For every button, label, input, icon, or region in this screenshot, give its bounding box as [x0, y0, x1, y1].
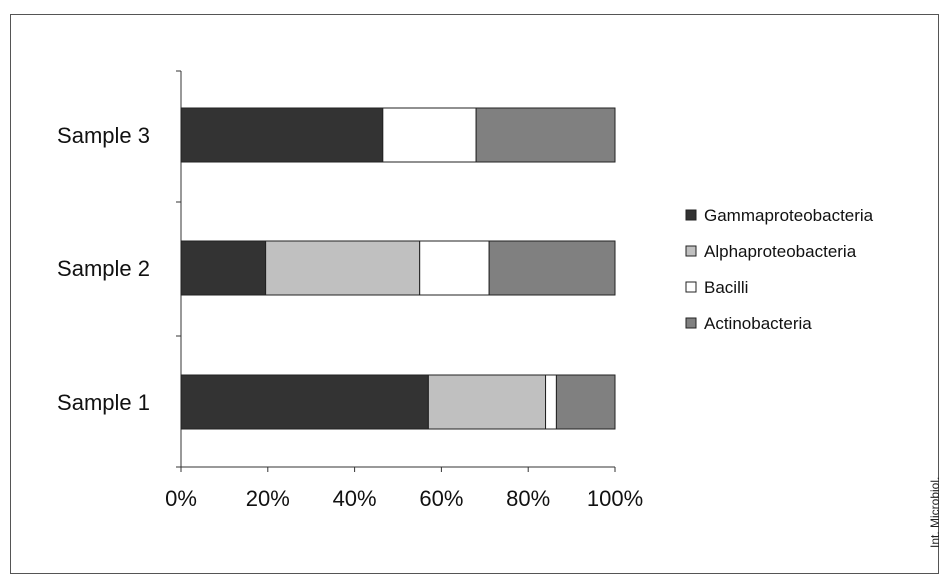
legend-label: Bacilli: [704, 278, 748, 297]
category-label: Sample 3: [57, 123, 150, 148]
legend-swatch: [685, 245, 697, 257]
x-tick-label: 40%: [333, 486, 377, 511]
bar-segment-gammaproteobacteria: [180, 107, 384, 163]
x-tick-label: 20%: [246, 486, 290, 511]
bar-segment-actinobacteria: [488, 240, 616, 296]
x-tick-label: 80%: [506, 486, 550, 511]
journal-credit: Int. Microbiol.: [928, 476, 942, 548]
legend-label: Alphaproteobacteria: [704, 242, 857, 261]
x-tick-label: 100%: [587, 486, 643, 511]
bar-segment-actinobacteria: [475, 107, 616, 163]
x-tick-label: 0%: [165, 486, 197, 511]
bar-segment-actinobacteria: [555, 374, 616, 430]
legend-label: Actinobacteria: [704, 314, 812, 333]
legend-swatch: [685, 281, 697, 293]
bar-segment-alphaproteobacteria: [427, 374, 547, 430]
bar-segment-bacilli: [382, 107, 477, 163]
legend-swatch: [685, 317, 697, 329]
legend-swatch: [685, 209, 697, 221]
labels-layer: 0% 20% 40% 60% 80% 100% Sample 1 Sample 2 Sample…: [57, 123, 643, 511]
bar-segment-alphaproteobacteria: [265, 240, 421, 296]
x-tick-label: 60%: [419, 486, 463, 511]
bars-layer: [180, 107, 616, 430]
bar-segment-bacilli: [419, 240, 490, 296]
legend: Gammaproteobacteria Alphaproteobacteria Ba…: [685, 206, 874, 333]
category-label: Sample 1: [57, 390, 150, 415]
legend-label: Gammaproteobacteria: [704, 206, 874, 225]
stacked-bar-chart: 0% 20% 40% 60% 80% 100% Sample 1 Sample 2 Sample…: [57, 70, 874, 511]
bar-segment-gammaproteobacteria: [180, 240, 267, 296]
bar-segment-gammaproteobacteria: [180, 374, 429, 430]
bar-segment-bacilli: [545, 374, 557, 430]
category-label: Sample 2: [57, 256, 150, 281]
